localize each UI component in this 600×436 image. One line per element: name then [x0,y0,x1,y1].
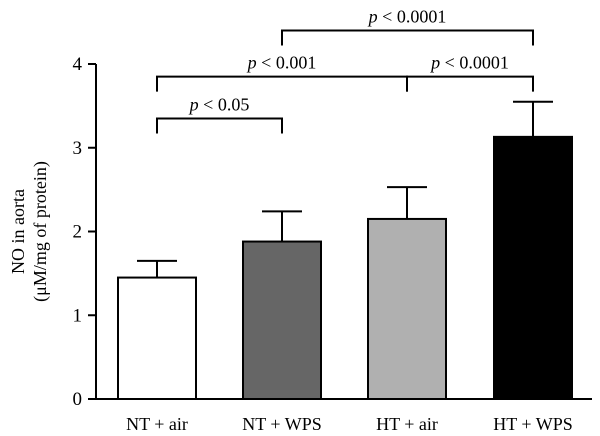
y-axis-title-line-2: (μM/mg of protein) [30,161,51,302]
error-bars [137,100,553,278]
x-category-label: HT + air [376,414,438,434]
significance-bracket [281,29,534,46]
x-category-label: NT + WPS [242,414,322,434]
p-value-label: p < 0.0001 [367,7,447,27]
y-tick-label: 2 [73,222,83,243]
y-tick-label: 4 [73,54,83,75]
x-category-label: NT + air [126,414,188,434]
significance-bracket [406,75,534,92]
p-value-label: p < 0.05 [188,94,250,114]
x-category-label: HT + WPS [493,414,573,434]
y-tick-label: 0 [73,389,83,410]
y-axis-title: NO in aorta (μM/mg of protein) [8,161,51,302]
significance-bracket [156,75,408,92]
x-category-labels: NT + air NT + WPS HT + air HT + WPS [126,414,573,434]
y-tick-label: 1 [73,305,83,326]
y-axis-title-line-1: NO in aorta [8,189,28,274]
significance-bracket [156,117,283,134]
bar-1 [117,276,197,400]
y-tick-label: 3 [73,138,83,159]
bar-3 [367,217,447,400]
bar-4 [493,135,573,401]
p-value-label: p < 0.001 [246,53,317,73]
y-ticks: 0 1 2 3 4 [73,54,96,410]
significance-brackets: p < 0.05 p < 0.001 p < 0.0001 p < 0.0001 [156,7,534,134]
bar-2 [242,240,322,400]
p-value-label: p < 0.0001 [429,53,509,73]
bars [117,135,573,401]
